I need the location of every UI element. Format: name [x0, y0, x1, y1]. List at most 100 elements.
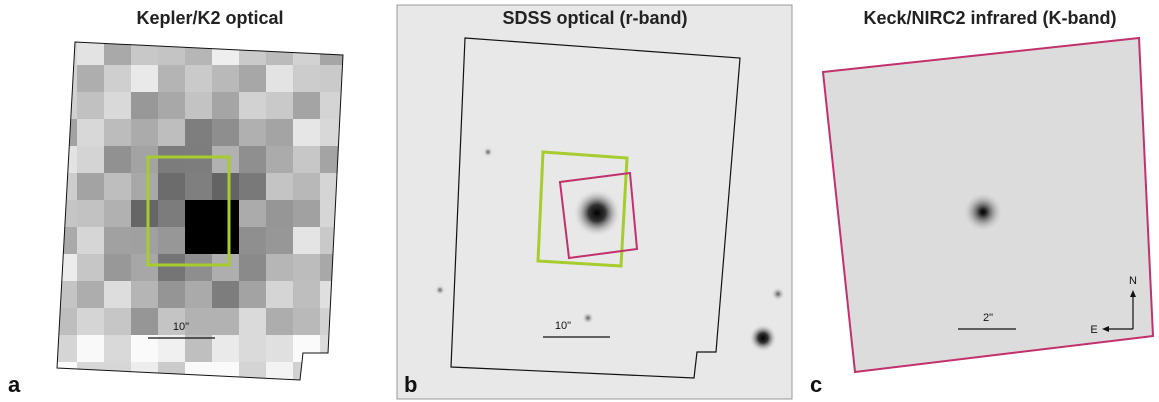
pixel [266, 146, 293, 173]
pixel [77, 281, 104, 308]
pixel [185, 281, 212, 308]
pixel [293, 119, 320, 146]
pixel [212, 119, 239, 146]
pixel [158, 254, 185, 281]
pixel [293, 335, 320, 362]
pixel [104, 65, 131, 92]
pixel [266, 92, 293, 119]
pixel [158, 227, 185, 254]
pixel [50, 38, 77, 65]
pixel [212, 335, 239, 362]
pixel [185, 227, 212, 254]
panel-label: b [404, 372, 417, 397]
pixel [293, 38, 320, 65]
pixel [239, 308, 266, 335]
pixel [266, 173, 293, 200]
pixel [320, 335, 347, 362]
pixel [212, 308, 239, 335]
pixel [77, 308, 104, 335]
pixel [104, 200, 131, 227]
pixel [239, 119, 266, 146]
pixel [320, 65, 347, 92]
star [771, 287, 785, 301]
pixel [293, 92, 320, 119]
pixel [50, 335, 77, 362]
pixel [104, 308, 131, 335]
pixel [77, 335, 104, 362]
pixel [293, 146, 320, 173]
star [435, 285, 445, 295]
panel-label: a [8, 372, 21, 397]
pixel [239, 281, 266, 308]
pixel [131, 335, 158, 362]
star [963, 192, 1003, 232]
scale-label: 10" [173, 321, 189, 333]
star [582, 312, 594, 324]
pixel [212, 146, 239, 173]
pixel [239, 335, 266, 362]
pixel [320, 362, 347, 389]
pixel [77, 65, 104, 92]
pixel [185, 254, 212, 281]
pixel [131, 65, 158, 92]
pixel [50, 146, 77, 173]
pixel [185, 65, 212, 92]
pixel [293, 362, 320, 389]
pixel [266, 227, 293, 254]
pixel [266, 254, 293, 281]
pixel [158, 38, 185, 65]
pixel [50, 92, 77, 119]
pixel [239, 173, 266, 200]
pixel [320, 92, 347, 119]
pixel [293, 173, 320, 200]
compass-north: N [1129, 275, 1137, 287]
pixel [77, 362, 104, 389]
pixel [131, 173, 158, 200]
pixel [131, 227, 158, 254]
pixel [212, 254, 239, 281]
panel-label: c [810, 372, 822, 397]
pixel [131, 38, 158, 65]
pixel [158, 335, 185, 362]
pixel [77, 254, 104, 281]
figure: Kepler/K2 optical 10" a SDSS optical (r-… [0, 0, 1159, 402]
pixel [131, 254, 158, 281]
pixel [77, 146, 104, 173]
pixel [50, 362, 77, 389]
scale-label: 2" [983, 312, 993, 324]
pixel [320, 308, 347, 335]
pixel [158, 173, 185, 200]
pixel [293, 308, 320, 335]
pixel [320, 281, 347, 308]
pixel [104, 254, 131, 281]
pixel [320, 146, 347, 173]
pixel [158, 362, 185, 389]
pixel [50, 119, 77, 146]
pixel [158, 92, 185, 119]
pixel [293, 65, 320, 92]
pixel [266, 119, 293, 146]
pixel [131, 119, 158, 146]
pixel [239, 65, 266, 92]
pixel [104, 362, 131, 389]
pixel [239, 92, 266, 119]
pixel [320, 119, 347, 146]
pixel [212, 227, 239, 254]
pixel [266, 200, 293, 227]
pixel [320, 200, 347, 227]
pixel [77, 119, 104, 146]
pixel [131, 146, 158, 173]
pixel [131, 362, 158, 389]
pixel [158, 281, 185, 308]
pixel-image [50, 38, 347, 389]
pixel [212, 65, 239, 92]
pixel [50, 200, 77, 227]
pixel [185, 119, 212, 146]
pixel [185, 146, 212, 173]
pixel [212, 281, 239, 308]
pixel [293, 254, 320, 281]
pixel [77, 92, 104, 119]
pixel [104, 119, 131, 146]
pixel [131, 308, 158, 335]
pixel [266, 335, 293, 362]
